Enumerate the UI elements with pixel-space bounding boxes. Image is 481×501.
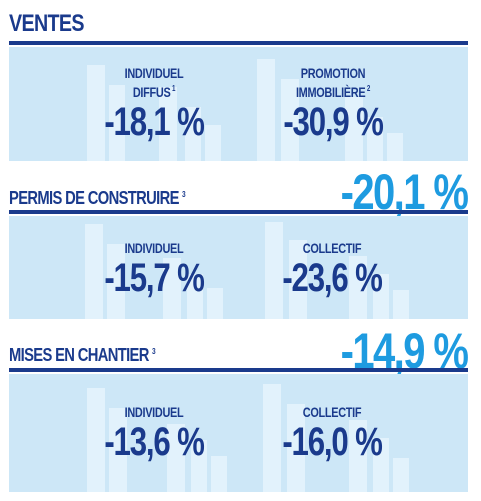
mises-individuel-label: INDIVIDUEL: [124, 404, 184, 420]
ventes-individuel-note: 1: [171, 84, 176, 93]
mises-title-text: MISES EN CHANTIER: [9, 345, 149, 365]
permis-individuel-label: INDIVIDUEL: [124, 240, 184, 256]
bg-bar: [373, 274, 389, 319]
mises-collectif-value: -16,0 %: [282, 420, 383, 464]
mises-note: 3: [152, 347, 156, 356]
mises-rule: [9, 368, 468, 372]
ventes-individuel-label-line1: INDIVIDUEL: [124, 65, 184, 81]
ventes-individuel-value: -18,1 %: [104, 100, 205, 144]
ventes-rule: [9, 41, 468, 45]
permis-panel: INDIVIDUEL -15,7 % COLLECTIF -23,6 %: [9, 216, 468, 319]
bg-bar: [265, 222, 283, 319]
bg-bar: [263, 384, 281, 492]
bg-bar: [287, 404, 305, 492]
ventes-title: VENTES: [9, 10, 84, 37]
bg-bar: [349, 256, 367, 319]
bg-bar: [257, 59, 275, 161]
ventes-promotion-note: 2: [366, 84, 371, 93]
bg-bar: [163, 258, 181, 319]
permis-title-text: PERMIS DE CONSTRUIRE: [9, 188, 179, 208]
ventes-promotion-metric: PROMOTION IMMOBILIÈRE 2 -30,9 %: [253, 65, 413, 144]
bg-bar: [387, 133, 403, 161]
bg-bar: [191, 440, 207, 492]
bg-bar: [373, 438, 389, 492]
bg-bar: [205, 125, 221, 161]
ventes-promotion-label: PROMOTION IMMOBILIÈRE 2: [271, 65, 396, 100]
permis-title: PERMIS DE CONSTRUIRE 3: [9, 184, 186, 209]
mises-panel: INDIVIDUEL -13,6 % COLLECTIF -16,0 %: [9, 374, 468, 492]
bg-bar: [289, 240, 307, 319]
bg-bar: [393, 458, 409, 492]
mises-title: MISES EN CHANTIER 3: [9, 341, 156, 366]
bg-bar: [87, 65, 105, 161]
ventes-individuel-label: INDIVIDUEL DIFFUS 1: [96, 65, 213, 100]
bg-bar: [87, 388, 105, 492]
mises-collectif-label: COLLECTIF: [302, 404, 362, 420]
permis-collectif-metric: COLLECTIF -23,6 %: [257, 240, 407, 300]
bg-bar: [393, 290, 409, 319]
bg-bar: [85, 224, 103, 319]
ventes-panel: INDIVIDUEL DIFFUS 1 -18,1 % PROMOTION IMM…: [9, 47, 468, 161]
ventes-promotion-value: -30,9 %: [283, 100, 384, 144]
permis-note: 3: [182, 190, 186, 199]
permis-individuel-value: -15,7 %: [104, 256, 205, 300]
permis-collectif-label: COLLECTIF: [302, 240, 362, 256]
ventes-promotion-label-line1: PROMOTION: [300, 65, 366, 81]
permis-collectif-value: -23,6 %: [282, 256, 383, 300]
bg-bar: [367, 117, 383, 161]
bg-bar: [185, 107, 201, 161]
permis-individuel-metric: INDIVIDUEL -15,7 %: [79, 240, 229, 300]
ventes-promotion-label-line2: IMMOBILIÈRE 2: [271, 81, 396, 100]
ventes-individuel-metric: INDIVIDUEL DIFFUS 1 -18,1 %: [79, 65, 229, 144]
bg-bar: [167, 424, 185, 492]
bg-bar: [187, 274, 203, 319]
permis-rule: [9, 210, 468, 214]
bg-bar: [109, 85, 125, 161]
bg-bar: [159, 87, 177, 161]
mises-collectif-metric: COLLECTIF -16,0 %: [257, 404, 407, 464]
permis-total-value: -20,1 %: [340, 164, 468, 220]
ventes-individuel-label-line2-text: DIFFUS: [132, 84, 171, 100]
bg-bar: [109, 408, 127, 492]
bg-bar: [281, 79, 299, 161]
bg-bar: [345, 97, 363, 161]
bg-bar: [207, 288, 223, 319]
bg-bar: [107, 244, 125, 319]
bg-bar: [349, 420, 367, 492]
ventes-individuel-label-line2: DIFFUS 1: [96, 81, 213, 100]
mises-individuel-value: -13,6 %: [104, 420, 205, 464]
bg-bar: [211, 456, 227, 492]
ventes-promotion-label-line2-text: IMMOBILIÈRE: [295, 84, 366, 100]
mises-individuel-metric: INDIVIDUEL -13,6 %: [79, 404, 229, 464]
